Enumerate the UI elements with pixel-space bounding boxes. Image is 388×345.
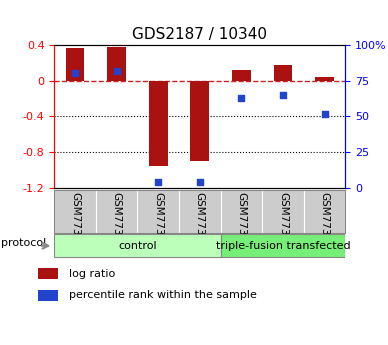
Point	[72, 71, 78, 76]
Text: triple-fusion transfected: triple-fusion transfected	[216, 241, 350, 251]
Point	[321, 111, 327, 116]
Text: GSM77334: GSM77334	[70, 192, 80, 249]
Text: GSM77336: GSM77336	[153, 192, 163, 249]
Text: GSM77339: GSM77339	[278, 192, 288, 249]
Bar	[149, 81, 168, 166]
Point	[155, 179, 161, 185]
Bar	[66, 48, 85, 81]
Text: protocol: protocol	[1, 238, 46, 248]
Point	[238, 95, 244, 101]
Bar	[38, 290, 58, 301]
Text: GSM77337: GSM77337	[195, 192, 205, 249]
Bar	[232, 70, 251, 81]
Text: percentile rank within the sample: percentile rank within the sample	[69, 290, 256, 300]
Bar	[315, 77, 334, 81]
Bar	[107, 47, 126, 81]
Text: log ratio: log ratio	[69, 269, 115, 279]
Text: GSM77340: GSM77340	[320, 192, 329, 248]
FancyBboxPatch shape	[54, 234, 221, 257]
Text: GSM77335: GSM77335	[112, 192, 122, 249]
Text: control: control	[118, 241, 157, 251]
Bar	[274, 65, 292, 81]
Title: GDS2187 / 10340: GDS2187 / 10340	[132, 27, 267, 42]
FancyBboxPatch shape	[221, 234, 345, 257]
Bar	[38, 268, 58, 279]
Bar	[191, 81, 209, 161]
Text: GSM77338: GSM77338	[236, 192, 246, 249]
Point	[114, 68, 120, 73]
Point	[197, 179, 203, 185]
Point	[280, 92, 286, 98]
